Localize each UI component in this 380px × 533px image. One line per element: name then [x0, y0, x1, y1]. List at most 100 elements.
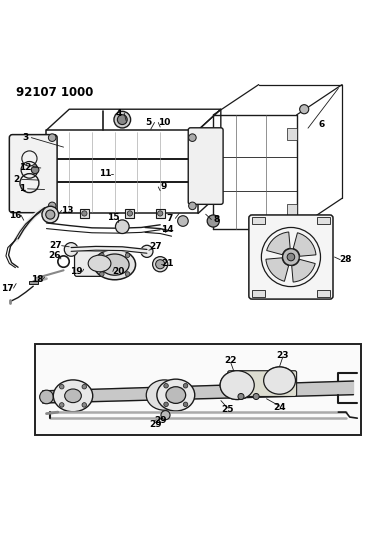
Circle shape [60, 402, 64, 407]
Circle shape [177, 216, 188, 227]
Circle shape [141, 245, 153, 257]
Text: 19: 19 [71, 267, 83, 276]
Text: 14: 14 [162, 225, 174, 234]
Circle shape [287, 371, 291, 375]
Bar [125, 209, 135, 218]
Circle shape [183, 402, 188, 407]
Circle shape [82, 384, 87, 389]
Circle shape [116, 220, 129, 233]
Bar [287, 128, 297, 140]
Text: 10: 10 [158, 118, 170, 127]
Text: 15: 15 [106, 213, 119, 222]
Circle shape [287, 253, 295, 261]
Ellipse shape [65, 389, 81, 402]
Circle shape [48, 134, 56, 141]
Circle shape [156, 260, 165, 269]
Circle shape [245, 391, 249, 395]
Ellipse shape [220, 371, 254, 400]
Bar [317, 290, 330, 297]
Text: 9: 9 [161, 182, 167, 191]
Text: 1: 1 [19, 184, 25, 193]
Text: 13: 13 [61, 206, 74, 215]
Ellipse shape [157, 379, 195, 411]
Ellipse shape [100, 254, 129, 275]
Circle shape [42, 206, 59, 223]
Wedge shape [293, 233, 316, 256]
Circle shape [64, 243, 78, 256]
FancyBboxPatch shape [228, 371, 297, 397]
Text: 27: 27 [50, 241, 62, 250]
Circle shape [183, 383, 188, 388]
Circle shape [287, 386, 291, 390]
Text: 26: 26 [48, 252, 60, 261]
Circle shape [48, 202, 56, 209]
Ellipse shape [273, 375, 287, 386]
Circle shape [207, 215, 219, 227]
Circle shape [158, 211, 163, 216]
FancyBboxPatch shape [249, 215, 333, 299]
Bar [80, 209, 89, 218]
Circle shape [164, 402, 168, 407]
Circle shape [238, 393, 244, 400]
Text: 11: 11 [99, 169, 111, 178]
Bar [156, 209, 165, 218]
Text: 6: 6 [318, 120, 325, 129]
Circle shape [114, 111, 131, 128]
Text: 16: 16 [9, 211, 22, 220]
Ellipse shape [220, 371, 254, 400]
Text: 92107 1000: 92107 1000 [16, 86, 93, 100]
Text: 20: 20 [112, 267, 125, 276]
Ellipse shape [230, 378, 245, 392]
Circle shape [300, 104, 309, 114]
FancyBboxPatch shape [10, 135, 57, 213]
Text: 8: 8 [214, 215, 220, 224]
Circle shape [269, 386, 272, 390]
Circle shape [117, 115, 127, 125]
Text: 27: 27 [149, 242, 162, 251]
Circle shape [153, 257, 168, 272]
Circle shape [100, 253, 104, 257]
Text: 29: 29 [154, 416, 166, 425]
Bar [35, 344, 361, 435]
Wedge shape [292, 260, 315, 282]
Ellipse shape [264, 367, 296, 394]
Ellipse shape [146, 380, 183, 410]
Text: 5: 5 [146, 118, 152, 127]
Circle shape [46, 210, 55, 219]
Ellipse shape [94, 249, 136, 280]
Bar [287, 204, 297, 215]
Text: 4: 4 [115, 109, 122, 117]
Text: 29: 29 [149, 419, 162, 429]
Text: 17: 17 [2, 284, 14, 293]
Bar [317, 217, 330, 224]
Circle shape [125, 253, 130, 257]
Bar [252, 290, 265, 297]
Text: 28: 28 [340, 255, 352, 264]
Circle shape [188, 202, 196, 209]
Circle shape [82, 402, 87, 407]
Circle shape [100, 272, 104, 276]
FancyBboxPatch shape [74, 251, 125, 276]
Circle shape [40, 390, 53, 404]
Text: 2: 2 [13, 175, 19, 184]
Circle shape [127, 211, 133, 216]
Circle shape [269, 371, 272, 375]
Circle shape [60, 384, 64, 389]
Ellipse shape [88, 255, 111, 272]
Text: 23: 23 [277, 351, 289, 360]
Text: 3: 3 [22, 133, 29, 142]
Ellipse shape [53, 380, 93, 411]
Circle shape [253, 393, 259, 400]
Bar [252, 217, 265, 224]
Text: 12: 12 [19, 163, 32, 172]
Circle shape [31, 166, 39, 174]
Circle shape [164, 383, 168, 388]
Text: 25: 25 [221, 405, 234, 414]
Bar [29, 280, 38, 284]
Circle shape [226, 375, 230, 379]
Ellipse shape [264, 367, 296, 394]
Circle shape [283, 249, 299, 265]
FancyBboxPatch shape [188, 128, 223, 204]
Circle shape [125, 272, 130, 276]
Wedge shape [267, 232, 290, 255]
